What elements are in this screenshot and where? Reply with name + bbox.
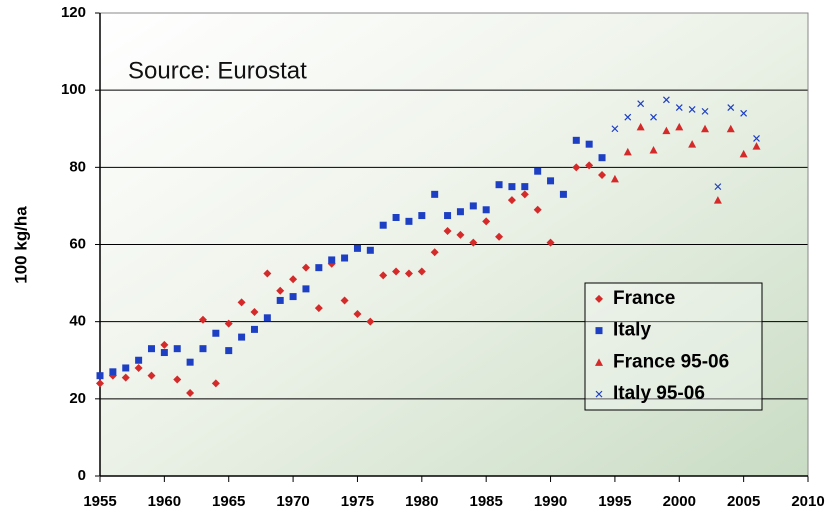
x-tick-label: 1960 [148,493,181,510]
point [264,314,271,321]
y-tick-label: 20 [69,390,86,407]
point [547,177,554,184]
point [573,137,580,144]
x-tick-label: 1990 [534,493,567,510]
point [444,212,451,219]
point [470,202,477,209]
point [97,372,104,379]
x-tick-label: 1955 [83,493,116,510]
point [341,255,348,262]
point [315,264,322,271]
x-tick-label: 2005 [727,493,760,510]
legend-label: Italy [613,320,651,341]
point [431,191,438,198]
point [290,293,297,300]
x-tick-label: 1965 [212,493,245,510]
point [599,154,606,161]
point [508,183,515,190]
y-tick-label: 120 [61,4,86,21]
point [418,212,425,219]
annotation: Source: Eurostat [128,57,307,84]
legend-label: France [613,288,675,309]
point [483,206,490,213]
legend-label: Italy 95-06 [613,383,705,404]
point [161,349,168,356]
point [122,364,129,371]
point [496,181,503,188]
point [405,218,412,225]
point [135,357,142,364]
x-tick-label: 1975 [341,493,374,510]
point [367,247,374,254]
point [534,168,541,175]
x-tick-label: 1980 [405,493,438,510]
chart: Source: Eurostat 100 kg/ha France Italy Fr… [0,0,826,517]
legend-marker [596,327,603,334]
point [199,345,206,352]
y-tick-label: 40 [69,313,86,330]
point [225,347,232,354]
point [586,141,593,148]
y-tick-label: 100 [61,81,86,98]
y-tick-label: 0 [78,467,86,484]
y-tick-label: 60 [69,235,86,252]
y-axis-label: 100 kg/ha [11,206,30,284]
point [212,330,219,337]
point [251,326,258,333]
point [148,345,155,352]
x-tick-label: 1970 [276,493,309,510]
point [328,256,335,263]
point [521,183,528,190]
point [380,222,387,229]
x-tick-label: 2010 [791,493,824,510]
x-tick-label: 2000 [663,493,696,510]
point [238,334,245,341]
point [109,368,116,375]
point [560,191,567,198]
point [174,345,181,352]
x-tick-label: 1985 [469,493,502,510]
x-tick-label: 1995 [598,493,631,510]
point [277,297,284,304]
point [187,359,194,366]
point [457,208,464,215]
y-tick-label: 80 [69,158,86,175]
point [393,214,400,221]
point [354,245,361,252]
point [302,285,309,292]
legend-label: France 95-06 [613,351,729,372]
